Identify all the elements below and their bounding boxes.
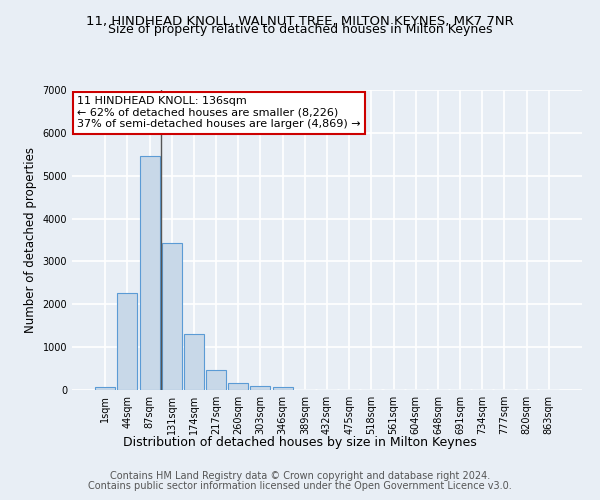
Bar (95, 386, 115, 390)
Bar (250, 386, 271, 390)
Bar (228, 383, 248, 390)
Text: Contains public sector information licensed under the Open Government Licence v3: Contains public sector information licen… (88, 481, 512, 491)
Bar (206, 370, 226, 390)
Bar (118, 292, 137, 390)
Text: Distribution of detached houses by size in Milton Keynes: Distribution of detached houses by size … (123, 436, 477, 449)
Y-axis label: Number of detached properties: Number of detached properties (24, 147, 37, 333)
Bar (184, 334, 204, 390)
Text: 11, HINDHEAD KNOLL, WALNUT TREE, MILTON KEYNES, MK7 7NR: 11, HINDHEAD KNOLL, WALNUT TREE, MILTON … (86, 15, 514, 28)
Bar (140, 156, 160, 390)
Text: Size of property relative to detached houses in Milton Keynes: Size of property relative to detached ho… (108, 22, 492, 36)
Bar (162, 243, 182, 390)
Text: 11 HINDHEAD KNOLL: 136sqm
← 62% of detached houses are smaller (8,226)
37% of se: 11 HINDHEAD KNOLL: 136sqm ← 62% of detac… (77, 96, 361, 129)
Bar (272, 388, 293, 390)
Text: Contains HM Land Registry data © Crown copyright and database right 2024.: Contains HM Land Registry data © Crown c… (110, 471, 490, 481)
